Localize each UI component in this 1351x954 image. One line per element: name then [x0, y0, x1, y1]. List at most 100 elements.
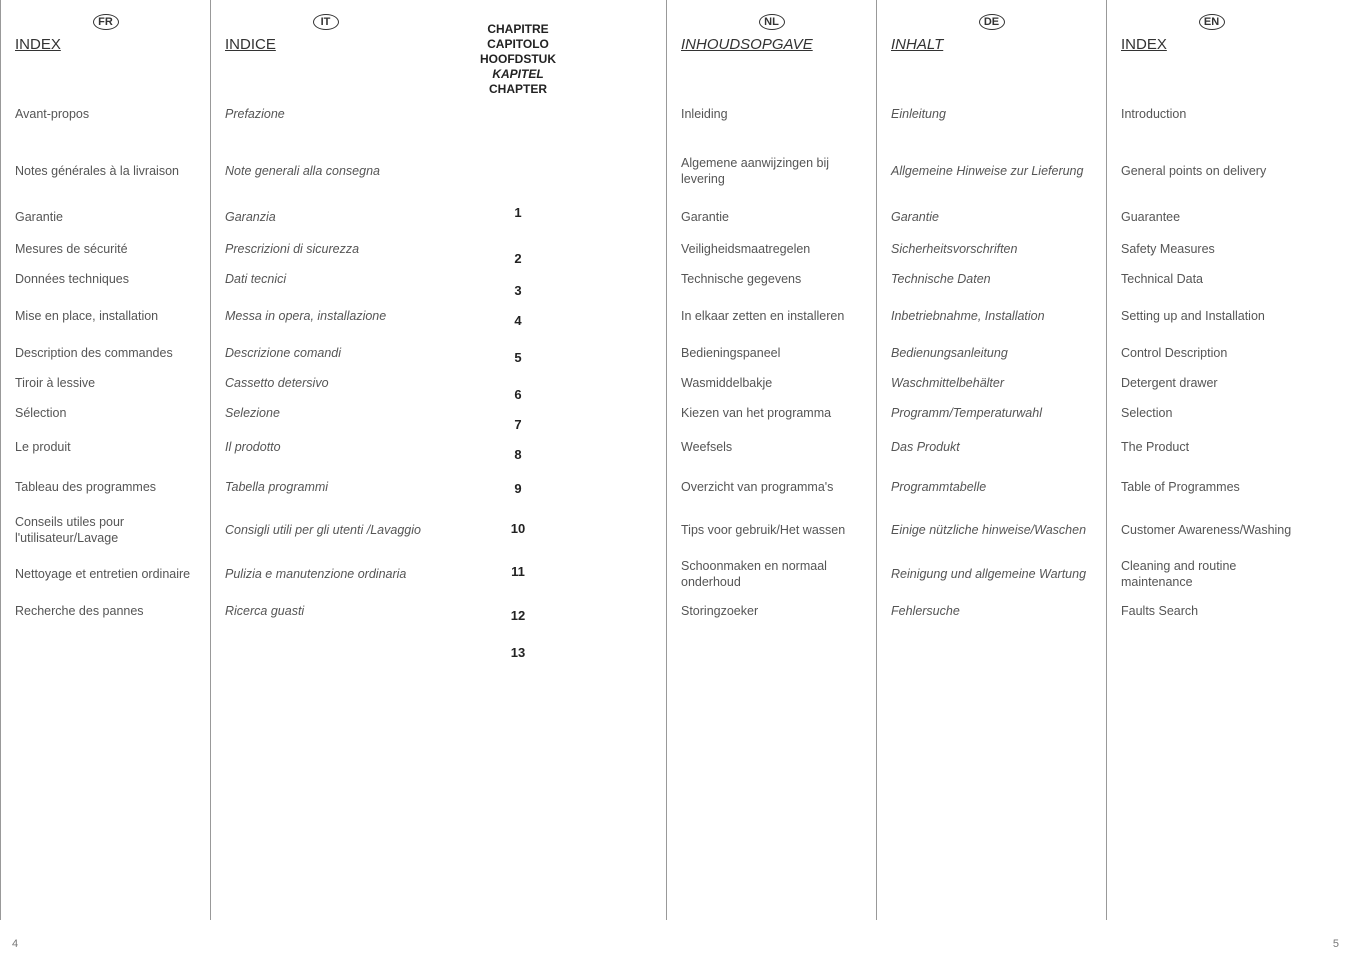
- index-entry: Tiroir à lessive: [15, 376, 196, 392]
- index-heading-nl: INHOUDSOPGAVE: [681, 36, 862, 53]
- index-entry: Cassetto detersivo: [225, 376, 426, 392]
- index-entry: Safety Measures: [1121, 242, 1302, 258]
- column-chapter: CHAPITRE CAPITOLO HOOFDSTUK KAPITEL CHAP…: [440, 0, 596, 920]
- index-entry: Description des commandes: [15, 346, 196, 362]
- index-entry: Dati tecnici: [225, 272, 426, 288]
- index-entry: Mesures de sécurité: [15, 242, 196, 258]
- index-entry: Selezione: [225, 406, 426, 422]
- index-entry: Wasmiddelbakje: [681, 376, 862, 392]
- chapter-number: 4: [454, 313, 582, 328]
- index-entry: Veiligheidsmaatregelen: [681, 242, 862, 258]
- index-entry: Fehlersuche: [891, 604, 1092, 620]
- index-entry: Faults Search: [1121, 604, 1302, 620]
- index-entry: Prescrizioni di sicurezza: [225, 242, 426, 258]
- index-entry: Tableau des programmes: [15, 480, 196, 496]
- chap-header-line: KAPITEL: [454, 67, 582, 82]
- lang-mark-de: DE: [891, 12, 1092, 30]
- lang-code-fr: FR: [93, 14, 119, 30]
- index-entry: Customer Awareness/Washing: [1121, 523, 1302, 539]
- chapter-number: 6: [454, 387, 582, 402]
- page-number-left: 4: [12, 938, 18, 950]
- chapter-number: 5: [454, 350, 582, 365]
- page-gutter: [596, 0, 666, 954]
- chapter-number: 11: [454, 564, 582, 579]
- chap-header-line: CHAPTER: [454, 82, 582, 97]
- index-entry: Garanzia: [225, 210, 426, 226]
- index-entry: Données techniques: [15, 272, 196, 288]
- index-entry: Ricerca guasti: [225, 604, 426, 620]
- index-entry: Tabella programmi: [225, 480, 426, 496]
- chapter-number: 10: [454, 521, 582, 536]
- chapter-number: 12: [454, 608, 582, 623]
- index-entry: Note generali alla consegna: [225, 164, 426, 180]
- chapter-number: 2: [454, 251, 582, 266]
- lang-code-it: IT: [313, 14, 339, 30]
- index-entry: Storingzoeker: [681, 604, 862, 620]
- lang-mark-it: IT: [225, 12, 426, 30]
- chap-header-line: CHAPITRE: [454, 22, 582, 37]
- index-entry: Programm/Temperaturwahl: [891, 406, 1092, 422]
- index-entry: Conseils utiles pour l'utilisateur/Lavag…: [15, 515, 196, 546]
- index-entry: In elkaar zetten en installeren: [681, 309, 862, 325]
- chapter-number: 7: [454, 417, 582, 432]
- index-entry: Bedieningspaneel: [681, 346, 862, 362]
- chapter-number: 8: [454, 447, 582, 462]
- page-number-right: 5: [1333, 938, 1339, 950]
- index-entry: Garantie: [681, 210, 862, 226]
- index-entry: Recherche des pannes: [15, 604, 196, 620]
- index-entry: Technische gegevens: [681, 272, 862, 288]
- rows-fr: Avant-proposNotes générales à la livrais…: [15, 87, 196, 627]
- index-entry: Mise en place, installation: [15, 309, 196, 325]
- chapter-number: 1: [454, 205, 582, 220]
- index-entry: Garantie: [891, 210, 1092, 226]
- document-page: FR INDEX Avant-proposNotes générales à l…: [0, 0, 1351, 954]
- index-entry: Pulizia e manutenzione ordinaria: [225, 567, 426, 583]
- column-nl: NL INHOUDSOPGAVE InleidingAlgemene aanwi…: [666, 0, 876, 920]
- index-heading-en: INDEX: [1121, 36, 1302, 53]
- index-entry: Kiezen van het programma: [681, 406, 862, 422]
- index-entry: Algemene aanwijzingen bij levering: [681, 156, 862, 187]
- index-entry: Prefazione: [225, 107, 426, 123]
- index-entry: The Product: [1121, 440, 1302, 456]
- index-entry: Selection: [1121, 406, 1302, 422]
- index-entry: Control Description: [1121, 346, 1302, 362]
- lang-mark-fr: FR: [15, 12, 196, 30]
- rows-it: Prefazione Note generali alla consegna Gar…: [225, 87, 426, 627]
- index-entry: Technical Data: [1121, 272, 1302, 288]
- index-entry: Cleaning and routine maintenance: [1121, 559, 1302, 590]
- index-entry: Avant-propos: [15, 107, 196, 123]
- index-entry: Detergent drawer: [1121, 376, 1302, 392]
- column-fr: FR INDEX Avant-proposNotes générales à l…: [0, 0, 210, 920]
- index-entry: Reinigung und allgemeine Wartung: [891, 567, 1092, 583]
- chap-header-line: CAPITOLO: [454, 37, 582, 52]
- index-entry: Overzicht van programma's: [681, 480, 862, 496]
- column-en: EN INDEX Introduction General points on d…: [1106, 0, 1316, 920]
- index-entry: Introduction: [1121, 107, 1302, 123]
- index-entry: Einige nützliche hinweise/Waschen: [891, 523, 1092, 539]
- index-entry: Le produit: [15, 440, 196, 456]
- index-entry: Bedienungsanleitung: [891, 346, 1092, 362]
- index-entry: Nettoyage et entretien ordinaire: [15, 567, 196, 583]
- lang-mark-nl: NL: [681, 12, 862, 30]
- column-de: DE INHALT EinleitungAllgemeine Hinweise …: [876, 0, 1106, 920]
- index-entry: General points on delivery: [1121, 164, 1302, 180]
- lang-code-de: DE: [979, 14, 1005, 30]
- chapter-number: 13: [454, 645, 582, 660]
- index-entry: Guarantee: [1121, 210, 1302, 226]
- index-heading-de: INHALT: [891, 36, 1092, 53]
- index-entry: Descrizione comandi: [225, 346, 426, 362]
- index-entry: Garantie: [15, 210, 196, 226]
- index-entry: Allgemeine Hinweise zur Lieferung: [891, 164, 1092, 180]
- lang-code-nl: NL: [759, 14, 785, 30]
- index-heading-it: INDICE: [225, 36, 426, 53]
- index-entry: Table of Programmes: [1121, 480, 1302, 496]
- rows-en: Introduction General points on delivery Gu…: [1121, 87, 1302, 627]
- index-entry: Sicherheitsvorschriften: [891, 242, 1092, 258]
- index-entry: Consigli utili per gli utenti /Lavaggio: [225, 523, 426, 539]
- rows-nl: InleidingAlgemene aanwijzingen bij lever…: [681, 87, 862, 627]
- index-entry: Weefsels: [681, 440, 862, 456]
- lang-code-en: EN: [1199, 14, 1225, 30]
- rows-chap: 12345678910111213: [454, 127, 582, 667]
- index-entry: Setting up and Installation: [1121, 309, 1302, 325]
- chapter-header: CHAPITRE CAPITOLO HOOFDSTUK KAPITEL CHAP…: [454, 22, 582, 97]
